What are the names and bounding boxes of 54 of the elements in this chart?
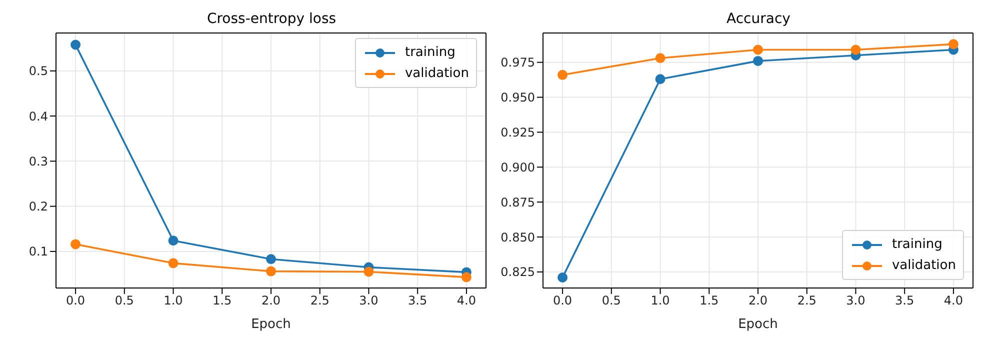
y-tick-label: 0.1 — [28, 244, 48, 259]
legend-label: validation — [404, 66, 469, 81]
x-tick-label: 3.5 — [895, 294, 914, 308]
x-tick-label: 0.5 — [114, 294, 134, 308]
legend-label: validation — [892, 258, 956, 273]
x-tick-label: 3.5 — [408, 294, 428, 308]
x-tick-label: 4.0 — [944, 294, 963, 308]
point — [948, 39, 958, 50]
y-tick-label: 0.925 — [500, 125, 535, 140]
y-tick-label: 0.950 — [500, 90, 535, 105]
y-tick-label: 0.875 — [500, 195, 535, 210]
point — [655, 53, 666, 64]
point — [461, 272, 472, 282]
y-tick-label: 0.2 — [28, 200, 48, 214]
x-tick-label: 1.0 — [164, 294, 183, 308]
point — [850, 44, 861, 55]
point — [655, 74, 666, 84]
legend-label: training — [892, 237, 942, 252]
x-tick-label: 1.0 — [650, 294, 670, 308]
point — [558, 272, 568, 283]
x-tick-label: 4.0 — [456, 294, 476, 308]
y-tick-label: 0.3 — [28, 154, 48, 168]
point — [70, 239, 81, 250]
x-axis-title: Epoch — [251, 317, 291, 332]
x-tick-label: 1.5 — [700, 294, 719, 308]
y-tick-label: 0.850 — [500, 230, 535, 244]
chart-title: Accuracy — [726, 10, 792, 29]
point — [266, 266, 276, 276]
y-tick-label: 0.975 — [500, 56, 535, 70]
point — [266, 254, 276, 264]
x-tick-label: 2.0 — [261, 294, 281, 308]
y-tick-label: 0.825 — [500, 265, 535, 280]
point — [558, 70, 568, 80]
chart-title: Cross-entropy loss — [206, 10, 338, 29]
point — [70, 40, 81, 50]
point — [168, 258, 178, 268]
x-tick-label: 2.5 — [310, 294, 330, 308]
y-tick-label: 0.5 — [28, 64, 48, 78]
x-tick-label: 2.5 — [797, 294, 816, 308]
x-tick-label: 0.0 — [66, 294, 86, 308]
x-tick-label: 3.0 — [846, 294, 866, 308]
x-axis-title: Epoch — [738, 317, 778, 332]
point — [753, 56, 763, 66]
y-tick-label: 0.900 — [500, 160, 535, 174]
legend-label: training — [404, 45, 456, 60]
y-tick-label: 0.4 — [28, 109, 48, 124]
x-tick-label: 0.0 — [553, 294, 572, 308]
x-tick-label: 3.0 — [359, 294, 378, 308]
point — [364, 266, 374, 277]
point — [753, 44, 763, 55]
x-tick-label: 1.5 — [212, 294, 232, 308]
x-tick-label: 2.0 — [748, 294, 768, 308]
point — [168, 236, 178, 246]
x-tick-label: 0.5 — [602, 294, 621, 308]
